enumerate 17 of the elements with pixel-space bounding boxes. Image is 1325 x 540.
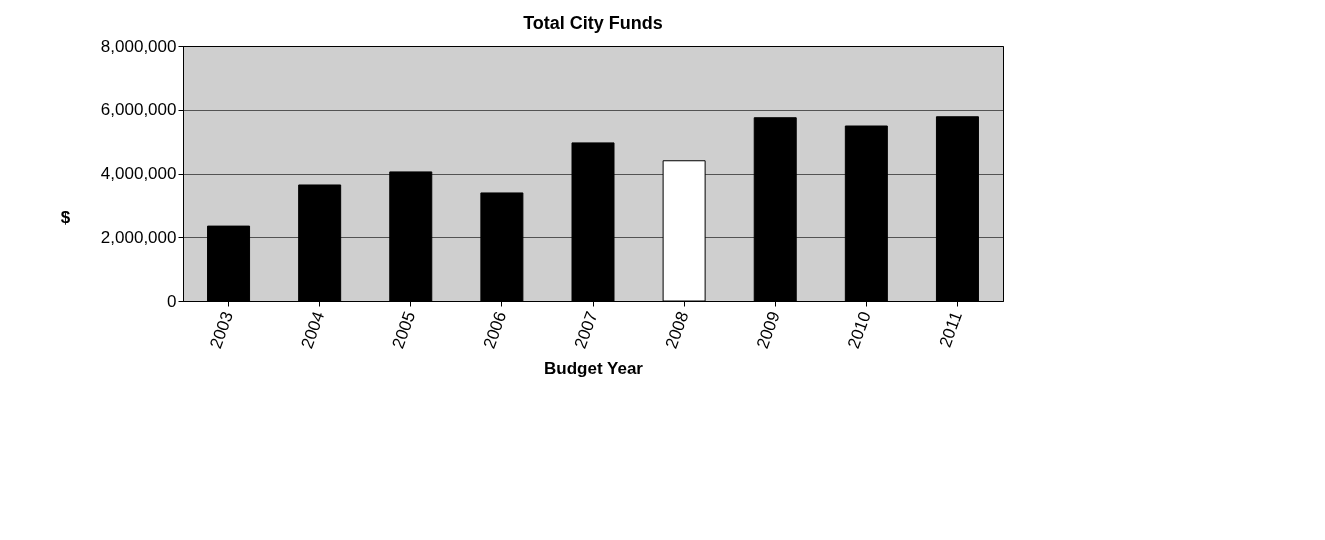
- y-axis-title: $: [60, 207, 71, 227]
- y-tick-label: 8,000,000: [100, 36, 177, 56]
- x-tick-label: 2009: [752, 309, 784, 352]
- x-tick-label: 2005: [388, 309, 420, 352]
- chart-title: Total City Funds: [523, 13, 663, 33]
- x-tick-label: 2011: [935, 309, 966, 350]
- x-tick-label: 2003: [206, 309, 238, 352]
- x-tick-label: 2008: [661, 309, 693, 352]
- x-axis-title: Budget Year: [544, 358, 644, 378]
- x-tick-label: 2010: [844, 309, 875, 352]
- y-tick-label: 0: [167, 291, 177, 311]
- x-tick-label: 2007: [570, 309, 602, 352]
- y-tick-label: 2,000,000: [100, 227, 177, 247]
- y-tick-label: 6,000,000: [100, 100, 177, 120]
- x-tick-label: 2004: [297, 309, 329, 352]
- y-tick-label: 4,000,000: [100, 164, 177, 183]
- x-tick-label: 2006: [479, 309, 511, 352]
